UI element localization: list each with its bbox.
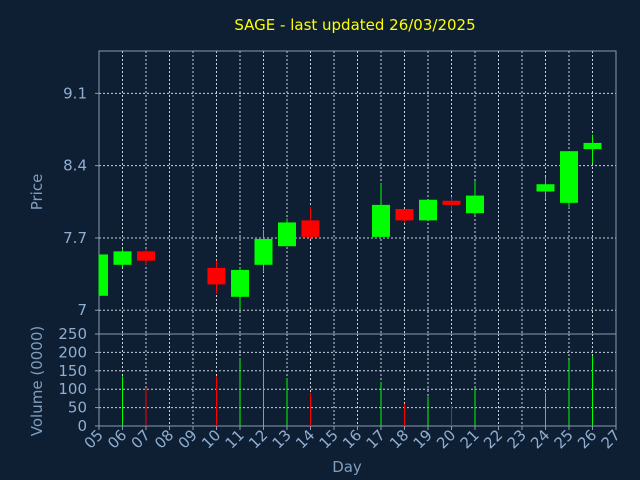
x-tick-label: 16 xyxy=(339,426,365,452)
candle-body xyxy=(301,220,320,237)
candle-body xyxy=(231,269,249,297)
x-tick-label: 13 xyxy=(269,426,295,452)
x-tick-label: 10 xyxy=(198,426,224,452)
price-tick-label: 7 xyxy=(77,301,87,319)
x-tick-label: 24 xyxy=(527,426,553,452)
volume-grid xyxy=(99,334,616,426)
x-tick-label: 14 xyxy=(292,426,318,452)
price-grid xyxy=(99,51,616,334)
candle-body xyxy=(583,142,602,150)
x-tick-label: 22 xyxy=(480,426,506,452)
price-tick-label: 9.1 xyxy=(63,84,87,102)
x-tick-label: 27 xyxy=(598,426,624,452)
volume-tick-label: 150 xyxy=(58,362,87,380)
price-tick-label: 8.4 xyxy=(63,157,87,175)
volume-axis-label: Volume (0000) xyxy=(28,326,46,436)
x-tick-label: 23 xyxy=(504,426,530,452)
x-tick-label: 19 xyxy=(410,426,436,452)
volume-bars xyxy=(122,356,593,426)
candle-body xyxy=(254,238,273,265)
volume-tick-label: 250 xyxy=(58,325,87,343)
x-tick-label: 26 xyxy=(574,426,600,452)
price-tick-label: 7.7 xyxy=(63,229,87,247)
candle-body xyxy=(137,251,155,261)
x-tick-label: 12 xyxy=(245,426,271,452)
x-tick-label: 08 xyxy=(151,426,177,452)
candle-body xyxy=(278,222,296,247)
candles xyxy=(98,134,602,311)
price-axis-ticks: 7 7.7 8.4 9.1 xyxy=(63,84,99,319)
candle-body xyxy=(207,267,226,285)
x-axis-label: Day xyxy=(332,458,362,476)
candle-body xyxy=(113,251,132,265)
price-axis-label: Price xyxy=(28,174,46,211)
volume-tick-label: 200 xyxy=(58,343,87,361)
x-tick-label: 07 xyxy=(128,426,154,452)
candle-body xyxy=(372,204,390,237)
candle-body xyxy=(395,209,414,221)
candle-body xyxy=(466,195,484,214)
volume-tick-label: 50 xyxy=(68,399,87,417)
candle-body xyxy=(560,151,578,203)
candle-body xyxy=(536,184,555,192)
x-tick-label: 09 xyxy=(175,426,201,452)
x-tick-label: 21 xyxy=(457,426,483,452)
candle-body xyxy=(442,200,461,205)
candle-body xyxy=(99,254,108,296)
x-tick-label: 18 xyxy=(386,426,412,452)
x-axis-ticks: 0506070809101112131415161718192021222324… xyxy=(81,426,624,452)
x-tick-label: 06 xyxy=(104,426,130,452)
x-tick-label: 15 xyxy=(316,426,342,452)
volume-tick-label: 100 xyxy=(58,380,87,398)
candle-body xyxy=(419,199,437,221)
volume-tick-label: 0 xyxy=(77,417,87,435)
x-tick-label: 20 xyxy=(433,426,459,452)
x-tick-label: 11 xyxy=(222,426,248,452)
x-tick-label: 17 xyxy=(363,426,389,452)
x-tick-label: 25 xyxy=(551,426,577,452)
chart-title: SAGE - last updated 26/03/2025 xyxy=(234,16,475,34)
